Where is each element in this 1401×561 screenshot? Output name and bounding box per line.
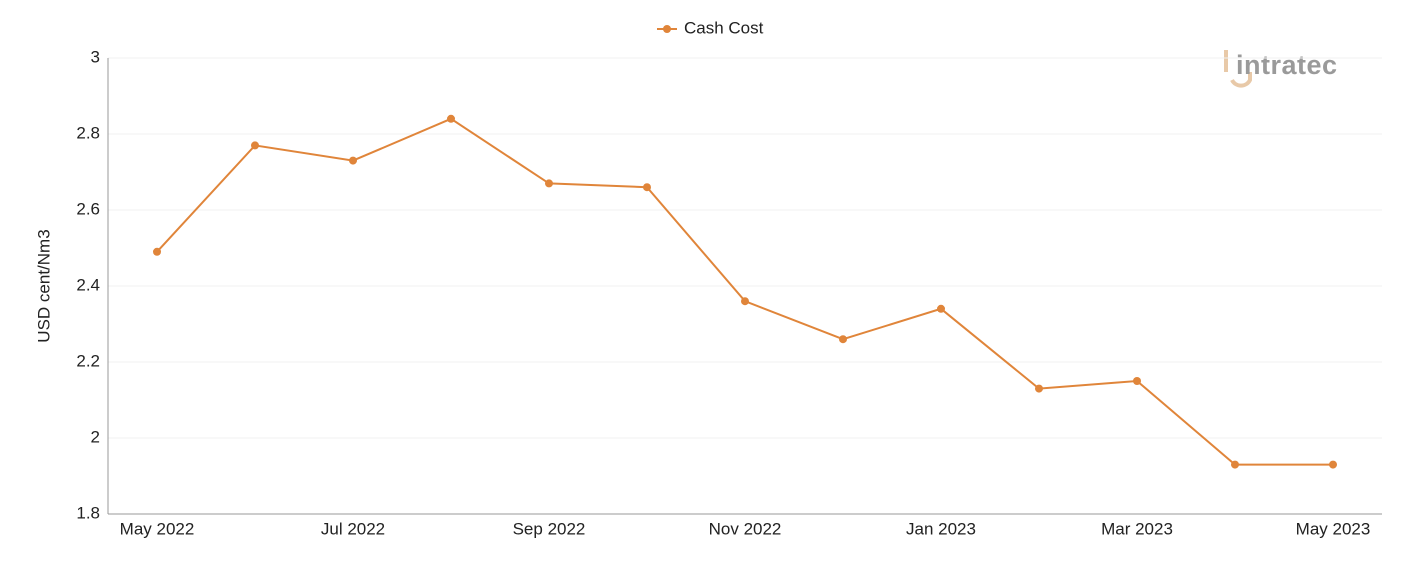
data-point [349, 156, 357, 165]
legend-marker [663, 25, 671, 33]
legend-item: Cash Cost [657, 18, 764, 37]
y-tick-label: 3 [91, 47, 100, 66]
data-point [937, 304, 945, 313]
y-tick-label: 2.6 [76, 199, 100, 218]
data-point [643, 183, 651, 192]
y-axis-label: USD cent/Nm3 [34, 229, 53, 342]
data-point [1035, 384, 1043, 393]
y-tick-label: 2.2 [76, 351, 100, 370]
x-tick-label: Mar 2023 [1101, 519, 1173, 538]
data-point [153, 247, 161, 256]
x-tick-label: Sep 2022 [513, 519, 586, 538]
data-point [545, 179, 553, 188]
data-point [1329, 460, 1337, 469]
legend-label: Cash Cost [684, 18, 764, 37]
y-tick-label: 2.8 [76, 123, 100, 142]
x-tick-label: Jul 2022 [321, 519, 385, 538]
y-tick-label: 1.8 [76, 503, 100, 522]
logo: intratec [1224, 50, 1338, 88]
logo-text: intratec [1236, 50, 1338, 80]
logo-icon [1224, 50, 1252, 88]
x-tick-label: May 2023 [1296, 519, 1371, 538]
data-point [839, 335, 847, 344]
x-tick-label: May 2022 [120, 519, 195, 538]
y-tick-label: 2 [91, 427, 100, 446]
series-line [156, 117, 1333, 466]
x-tick-label: Nov 2022 [709, 519, 782, 538]
data-point [1133, 377, 1141, 385]
data-point [741, 297, 749, 306]
data-point [447, 114, 455, 123]
y-tick-label: 2.4 [76, 275, 100, 294]
x-tick-label: Jan 2023 [906, 519, 976, 538]
data-point [251, 141, 259, 150]
data-point [1231, 460, 1239, 469]
